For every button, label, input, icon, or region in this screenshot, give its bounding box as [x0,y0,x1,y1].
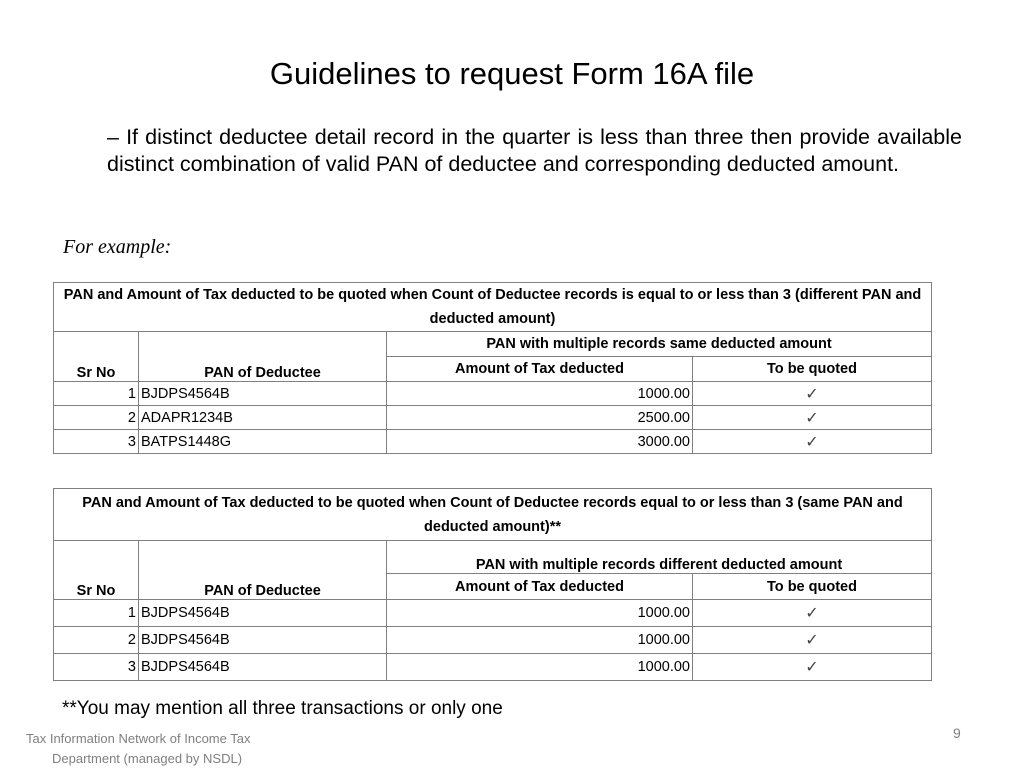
check-icon: ✓ [691,429,933,454]
col-sr-no: Sr No [53,331,139,382]
sr-cell: 3 [53,429,139,454]
col-sr-no: Sr No [53,540,139,600]
check-icon: ✓ [691,599,933,627]
amount-cell: 3000.00 [386,429,693,454]
table-row: 3 BJDPS4564B 1000.00 ✓ [53,653,933,681]
group-header: PAN with multiple records different dedu… [385,540,933,574]
pan-cell: ADAPR1234B [138,405,387,430]
sr-cell: 1 [53,381,139,406]
table-row: 1 BJDPS4564B 1000.00 ✓ [53,381,933,406]
pan-cell: BJDPS4564B [138,381,387,406]
check-icon: ✓ [691,381,933,406]
col-amount: Amount of Tax deducted [386,573,693,600]
footer: Tax Information Network of Income Tax De… [26,729,250,769]
col-amount: Amount of Tax deducted [386,356,693,382]
slide-title: Guidelines to request Form 16A file [269,56,755,91]
amount-cell: 1000.00 [386,381,693,406]
page-number: 9 [953,725,961,741]
pan-cell: BJDPS4564B [138,653,387,681]
example-label: For example: [63,236,172,258]
pan-cell: BATPS1448G [138,429,387,454]
sr-cell: 2 [53,626,139,654]
table-row: 3 BATPS1448G 3000.00 ✓ [53,429,933,454]
table-row: 2 ADAPR1234B 2500.00 ✓ [53,405,933,430]
col-pan: PAN of Deductee [138,540,387,600]
sr-cell: 2 [53,405,139,430]
table-same-pan: PAN and Amount of Tax deducted to be quo… [52,488,933,681]
footnote: **You may mention all three transactions… [62,698,503,719]
amount-cell: 1000.00 [386,599,693,627]
sr-cell: 3 [53,653,139,681]
col-to-be-quoted: To be quoted [691,356,933,382]
check-icon: ✓ [691,626,933,654]
bullet-text: – If distinct deductee detail record in … [107,125,962,176]
table-different-pan: PAN and Amount of Tax deducted to be quo… [52,282,933,454]
amount-cell: 2500.00 [386,405,693,430]
table-title: PAN and Amount of Tax deducted to be quo… [52,282,933,332]
amount-cell: 1000.00 [386,626,693,654]
table-row: 1 BJDPS4564B 1000.00 ✓ [53,599,933,627]
table-row: 2 BJDPS4564B 1000.00 ✓ [53,626,933,654]
sr-cell: 1 [53,599,139,627]
pan-cell: BJDPS4564B [138,626,387,654]
footer-line-2: Department (managed by NSDL) [52,751,243,766]
amount-cell: 1000.00 [386,653,693,681]
check-icon: ✓ [691,653,933,681]
col-to-be-quoted: To be quoted [691,573,933,600]
col-pan: PAN of Deductee [138,331,387,382]
table-title: PAN and Amount of Tax deducted to be quo… [52,488,933,541]
check-icon: ✓ [691,405,933,430]
pan-cell: BJDPS4564B [138,599,387,627]
footer-line-1: Tax Information Network of Income Tax [26,731,251,746]
group-header: PAN with multiple records same deducted … [385,331,933,357]
